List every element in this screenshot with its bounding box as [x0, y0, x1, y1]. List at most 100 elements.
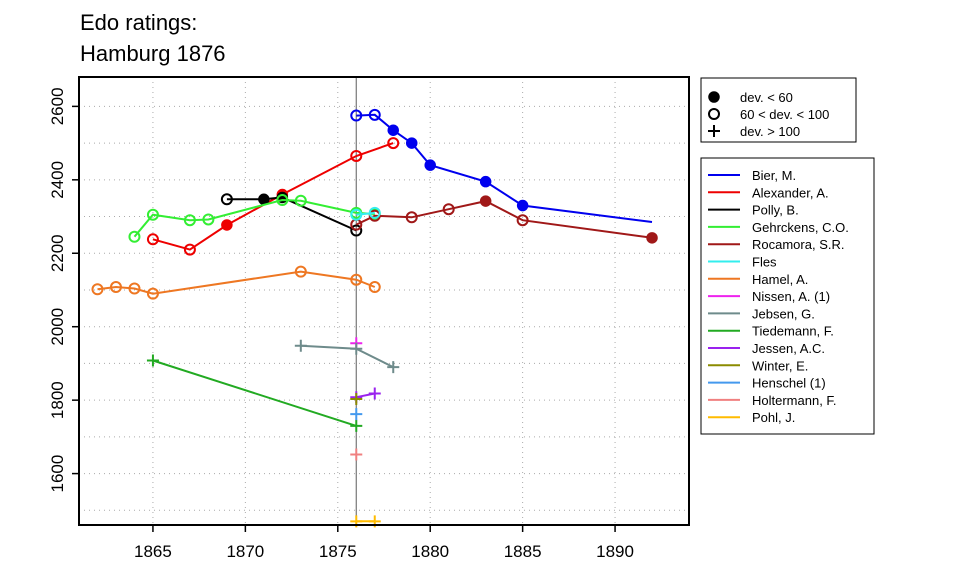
x-tick-label: 1865 — [134, 542, 172, 561]
data-point — [350, 448, 363, 461]
marker-legend: dev. < 60 60 < dev. < 100 dev. > 100 — [700, 77, 857, 143]
data-point — [109, 281, 122, 294]
data-point — [387, 361, 400, 374]
series-line — [226, 196, 357, 232]
data-point — [479, 175, 492, 188]
data-point — [350, 408, 363, 421]
data-point — [183, 214, 196, 227]
series-legend-label: Rocamora, S.R. — [752, 237, 844, 252]
data-point — [387, 124, 399, 136]
series-line — [152, 142, 394, 251]
data-point — [350, 419, 363, 432]
series-legend-label: Henschel (1) — [752, 376, 826, 391]
series-group — [350, 448, 363, 461]
data-point — [258, 193, 270, 206]
series-line — [356, 211, 375, 216]
marker-legend-box — [700, 77, 857, 143]
data-point — [350, 342, 363, 355]
series-group — [146, 137, 400, 256]
series-line — [133, 198, 375, 238]
data-point — [350, 208, 363, 221]
series-legend: Bier, M. Alexander, A. Polly, B. Gehrckens,… — [700, 157, 875, 435]
data-point — [220, 193, 233, 206]
marker-legend-symbol — [708, 91, 720, 103]
data-point — [350, 109, 363, 122]
grid-layer — [79, 77, 689, 525]
series-legend-label: Jebsen, G. — [752, 306, 815, 321]
series-line — [355, 200, 653, 239]
data-point — [368, 206, 381, 219]
marker-legend-label: dev. > 100 — [740, 124, 800, 139]
data-point — [368, 281, 381, 294]
data-point — [146, 287, 159, 300]
series-legend-label: Gehrckens, C.O. — [752, 220, 849, 235]
data-point — [516, 214, 529, 227]
marker-legend-symbol — [708, 125, 720, 137]
series-legend-label: Nissen, A. (1) — [752, 289, 830, 304]
x-tick-label: 1885 — [504, 542, 542, 561]
y-tick-label: 2200 — [48, 234, 67, 272]
data-point — [368, 108, 381, 121]
y-tick-label: 2600 — [48, 87, 67, 125]
data-point — [387, 137, 400, 150]
data-point — [276, 194, 289, 207]
series-layer — [91, 108, 658, 528]
series-group — [350, 195, 658, 244]
data-point — [516, 199, 529, 212]
data-point — [183, 243, 196, 256]
series-group — [350, 387, 381, 404]
data-point — [350, 393, 363, 406]
series-group — [220, 191, 363, 237]
series-legend-label: Pohl, J. — [752, 410, 795, 425]
marker-legend-label: 60 < dev. < 100 — [740, 107, 829, 122]
data-point — [146, 208, 159, 221]
data-point — [350, 273, 363, 286]
data-point — [405, 211, 418, 224]
series-legend-label: Polly, B. — [752, 203, 799, 218]
data-point — [221, 219, 233, 231]
series-group — [146, 354, 363, 432]
marker-legend-symbol — [708, 108, 720, 120]
data-point — [405, 137, 418, 149]
axis-layer: 1865 1870 1875 1880 1885 1890 1600 1800 2000 2200… — [48, 76, 690, 561]
plot-frame — [78, 76, 690, 526]
data-point — [442, 203, 455, 216]
y-tick-label: 1600 — [48, 455, 67, 493]
x-tick-label: 1870 — [226, 542, 264, 561]
series-group — [350, 408, 363, 421]
data-point — [350, 224, 363, 237]
chart-title-line-1: Edo ratings: — [80, 10, 197, 35]
y-tick-label: 2400 — [48, 161, 67, 199]
data-point — [146, 354, 159, 367]
series-legend-label: Fles — [752, 255, 777, 270]
y-tick-label: 1800 — [48, 381, 67, 419]
data-point — [128, 282, 141, 295]
series-line — [97, 270, 376, 295]
data-point — [128, 230, 141, 243]
series-legend-label: Bier, M. — [752, 168, 796, 183]
data-point — [294, 265, 307, 278]
series-legend-label: Hamel, A. — [752, 272, 808, 287]
marker-legend-label: dev. < 60 — [740, 90, 793, 105]
data-point — [146, 233, 159, 246]
x-tick-label: 1875 — [319, 542, 357, 561]
data-point — [202, 213, 215, 226]
data-point — [294, 339, 307, 352]
x-tick-label: 1880 — [411, 542, 449, 561]
series-group — [350, 206, 381, 221]
series-line — [356, 113, 653, 223]
series-group — [350, 108, 653, 223]
data-point — [646, 232, 658, 244]
series-group — [128, 194, 381, 243]
data-point — [424, 159, 436, 171]
y-tick-label: 2000 — [48, 308, 67, 346]
series-group — [91, 265, 381, 300]
series-group — [350, 515, 381, 528]
chart-title-line-2: Hamburg 1876 — [80, 41, 226, 66]
data-point — [91, 283, 104, 296]
series-legend-label: Alexander, A. — [752, 185, 829, 200]
series-group — [350, 393, 363, 406]
series-group — [294, 339, 400, 374]
